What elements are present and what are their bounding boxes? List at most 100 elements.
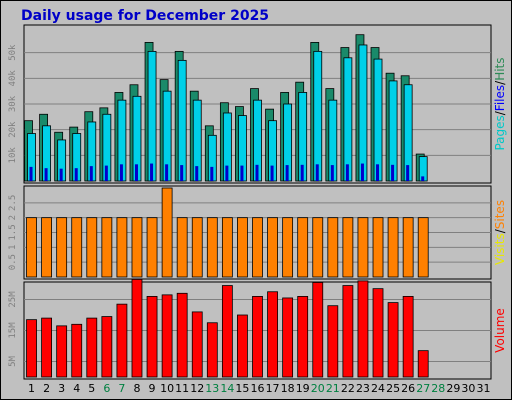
bar-sites xyxy=(417,217,429,278)
bar-pages xyxy=(59,168,63,181)
bar-sites xyxy=(357,217,369,278)
panel-label-part: Volume xyxy=(493,308,507,353)
bar-sites xyxy=(146,217,158,278)
panel-label-part: Hits xyxy=(493,57,507,80)
panel-label-visits-sites: Visits/Sites xyxy=(493,200,507,265)
x-tick-label: 4 xyxy=(73,382,80,395)
bar-pages xyxy=(391,164,395,181)
bar-sites xyxy=(161,187,173,278)
bar-files xyxy=(147,50,157,182)
bar-pages xyxy=(44,168,48,181)
bar-pages xyxy=(421,176,425,181)
bar-volume xyxy=(161,294,173,378)
bar-pages xyxy=(285,165,289,181)
y-tick-label: 1 xyxy=(8,245,18,250)
bar-volume xyxy=(357,280,369,378)
x-tick-label: 25 xyxy=(386,382,400,395)
panel-label-part: Visits xyxy=(493,233,507,265)
bar-pages xyxy=(165,164,169,181)
bar-volume xyxy=(101,316,113,378)
bar-files xyxy=(343,57,353,182)
bar-pages xyxy=(119,164,123,181)
bar-files xyxy=(373,58,383,182)
bar-pages xyxy=(300,164,304,181)
bar-sites xyxy=(71,217,83,278)
panel-label-hits-files-pages: Pages/Files/Hits xyxy=(493,57,507,150)
x-tick-label: 26 xyxy=(401,382,415,395)
bar-volume xyxy=(71,323,83,378)
y-tick-label: 0.5 xyxy=(8,254,18,270)
x-tick-label: 22 xyxy=(341,382,355,395)
x-tick-label: 10 xyxy=(160,382,174,395)
bar-volume xyxy=(146,295,158,378)
chart-title: Daily usage for December 2025 xyxy=(21,8,269,24)
x-tick-label: 21 xyxy=(326,382,340,395)
bar-pages xyxy=(330,165,334,181)
y-tick-label: 15M xyxy=(8,322,18,339)
y-tick-label: 20k xyxy=(8,121,18,138)
x-tick-label: 28 xyxy=(431,382,445,395)
x-tick-label: 15 xyxy=(235,382,249,395)
bar-pages xyxy=(225,165,229,181)
x-tick-label: 18 xyxy=(281,382,295,395)
bar-volume xyxy=(342,285,354,378)
x-tick-label: 19 xyxy=(296,382,310,395)
bar-sites xyxy=(26,217,37,278)
x-tick-label: 27 xyxy=(416,382,430,395)
y-tick-label: 30k xyxy=(8,95,18,112)
y-tick-label: 40k xyxy=(8,70,18,87)
bar-files xyxy=(358,44,368,182)
bar-volume xyxy=(267,291,278,378)
bar-sites xyxy=(221,217,233,278)
panel-label-part: / xyxy=(493,80,507,85)
x-tick-label: 13 xyxy=(205,382,219,395)
panel-label-part: Files xyxy=(493,85,507,111)
bar-volume xyxy=(191,311,203,378)
bar-pages xyxy=(180,165,184,181)
x-tick-label: 1 xyxy=(28,382,35,395)
bar-sites xyxy=(56,217,68,278)
bar-pages xyxy=(74,168,78,181)
bar-pages xyxy=(406,165,410,181)
x-tick-label: 20 xyxy=(311,382,325,395)
bar-pages xyxy=(240,165,244,181)
bar-volume xyxy=(26,319,37,378)
bar-sites xyxy=(206,217,218,278)
bar-sites xyxy=(176,217,188,278)
y-tick-label: 1.5 xyxy=(8,224,18,240)
panel-label-volume: Volume xyxy=(493,308,507,353)
bar-volume xyxy=(372,288,384,378)
bar-volume xyxy=(297,295,309,378)
bar-pages xyxy=(270,165,274,181)
bar-pages xyxy=(345,164,349,181)
bar-volume xyxy=(327,305,339,378)
bar-volume xyxy=(206,322,218,378)
bar-pages xyxy=(376,164,380,181)
panel-label-part: / xyxy=(493,110,507,115)
x-tick-label: 17 xyxy=(266,382,280,395)
x-tick-label: 5 xyxy=(88,382,95,395)
bar-sites xyxy=(327,217,339,278)
y-tick-label: 2.5 xyxy=(8,195,18,211)
bar-pages xyxy=(315,164,319,181)
bar-pages xyxy=(29,166,33,181)
bar-sites xyxy=(41,217,52,278)
x-tick-label: 14 xyxy=(220,382,234,395)
bar-files xyxy=(313,50,323,182)
bar-volume xyxy=(56,325,68,378)
bar-volume xyxy=(237,314,248,378)
bar-files xyxy=(177,59,187,182)
bar-sites xyxy=(191,217,203,278)
bar-volume xyxy=(116,303,128,378)
bar-sites xyxy=(237,217,248,278)
bar-sites xyxy=(402,217,414,278)
bar-volume xyxy=(402,295,414,378)
bar-sites xyxy=(297,217,309,278)
y-tick-label: 2 xyxy=(8,215,18,220)
bar-pages xyxy=(89,166,93,181)
bar-pages xyxy=(195,166,199,181)
x-tick-label: 29 xyxy=(446,382,460,395)
x-tick-label: 31 xyxy=(476,382,490,395)
